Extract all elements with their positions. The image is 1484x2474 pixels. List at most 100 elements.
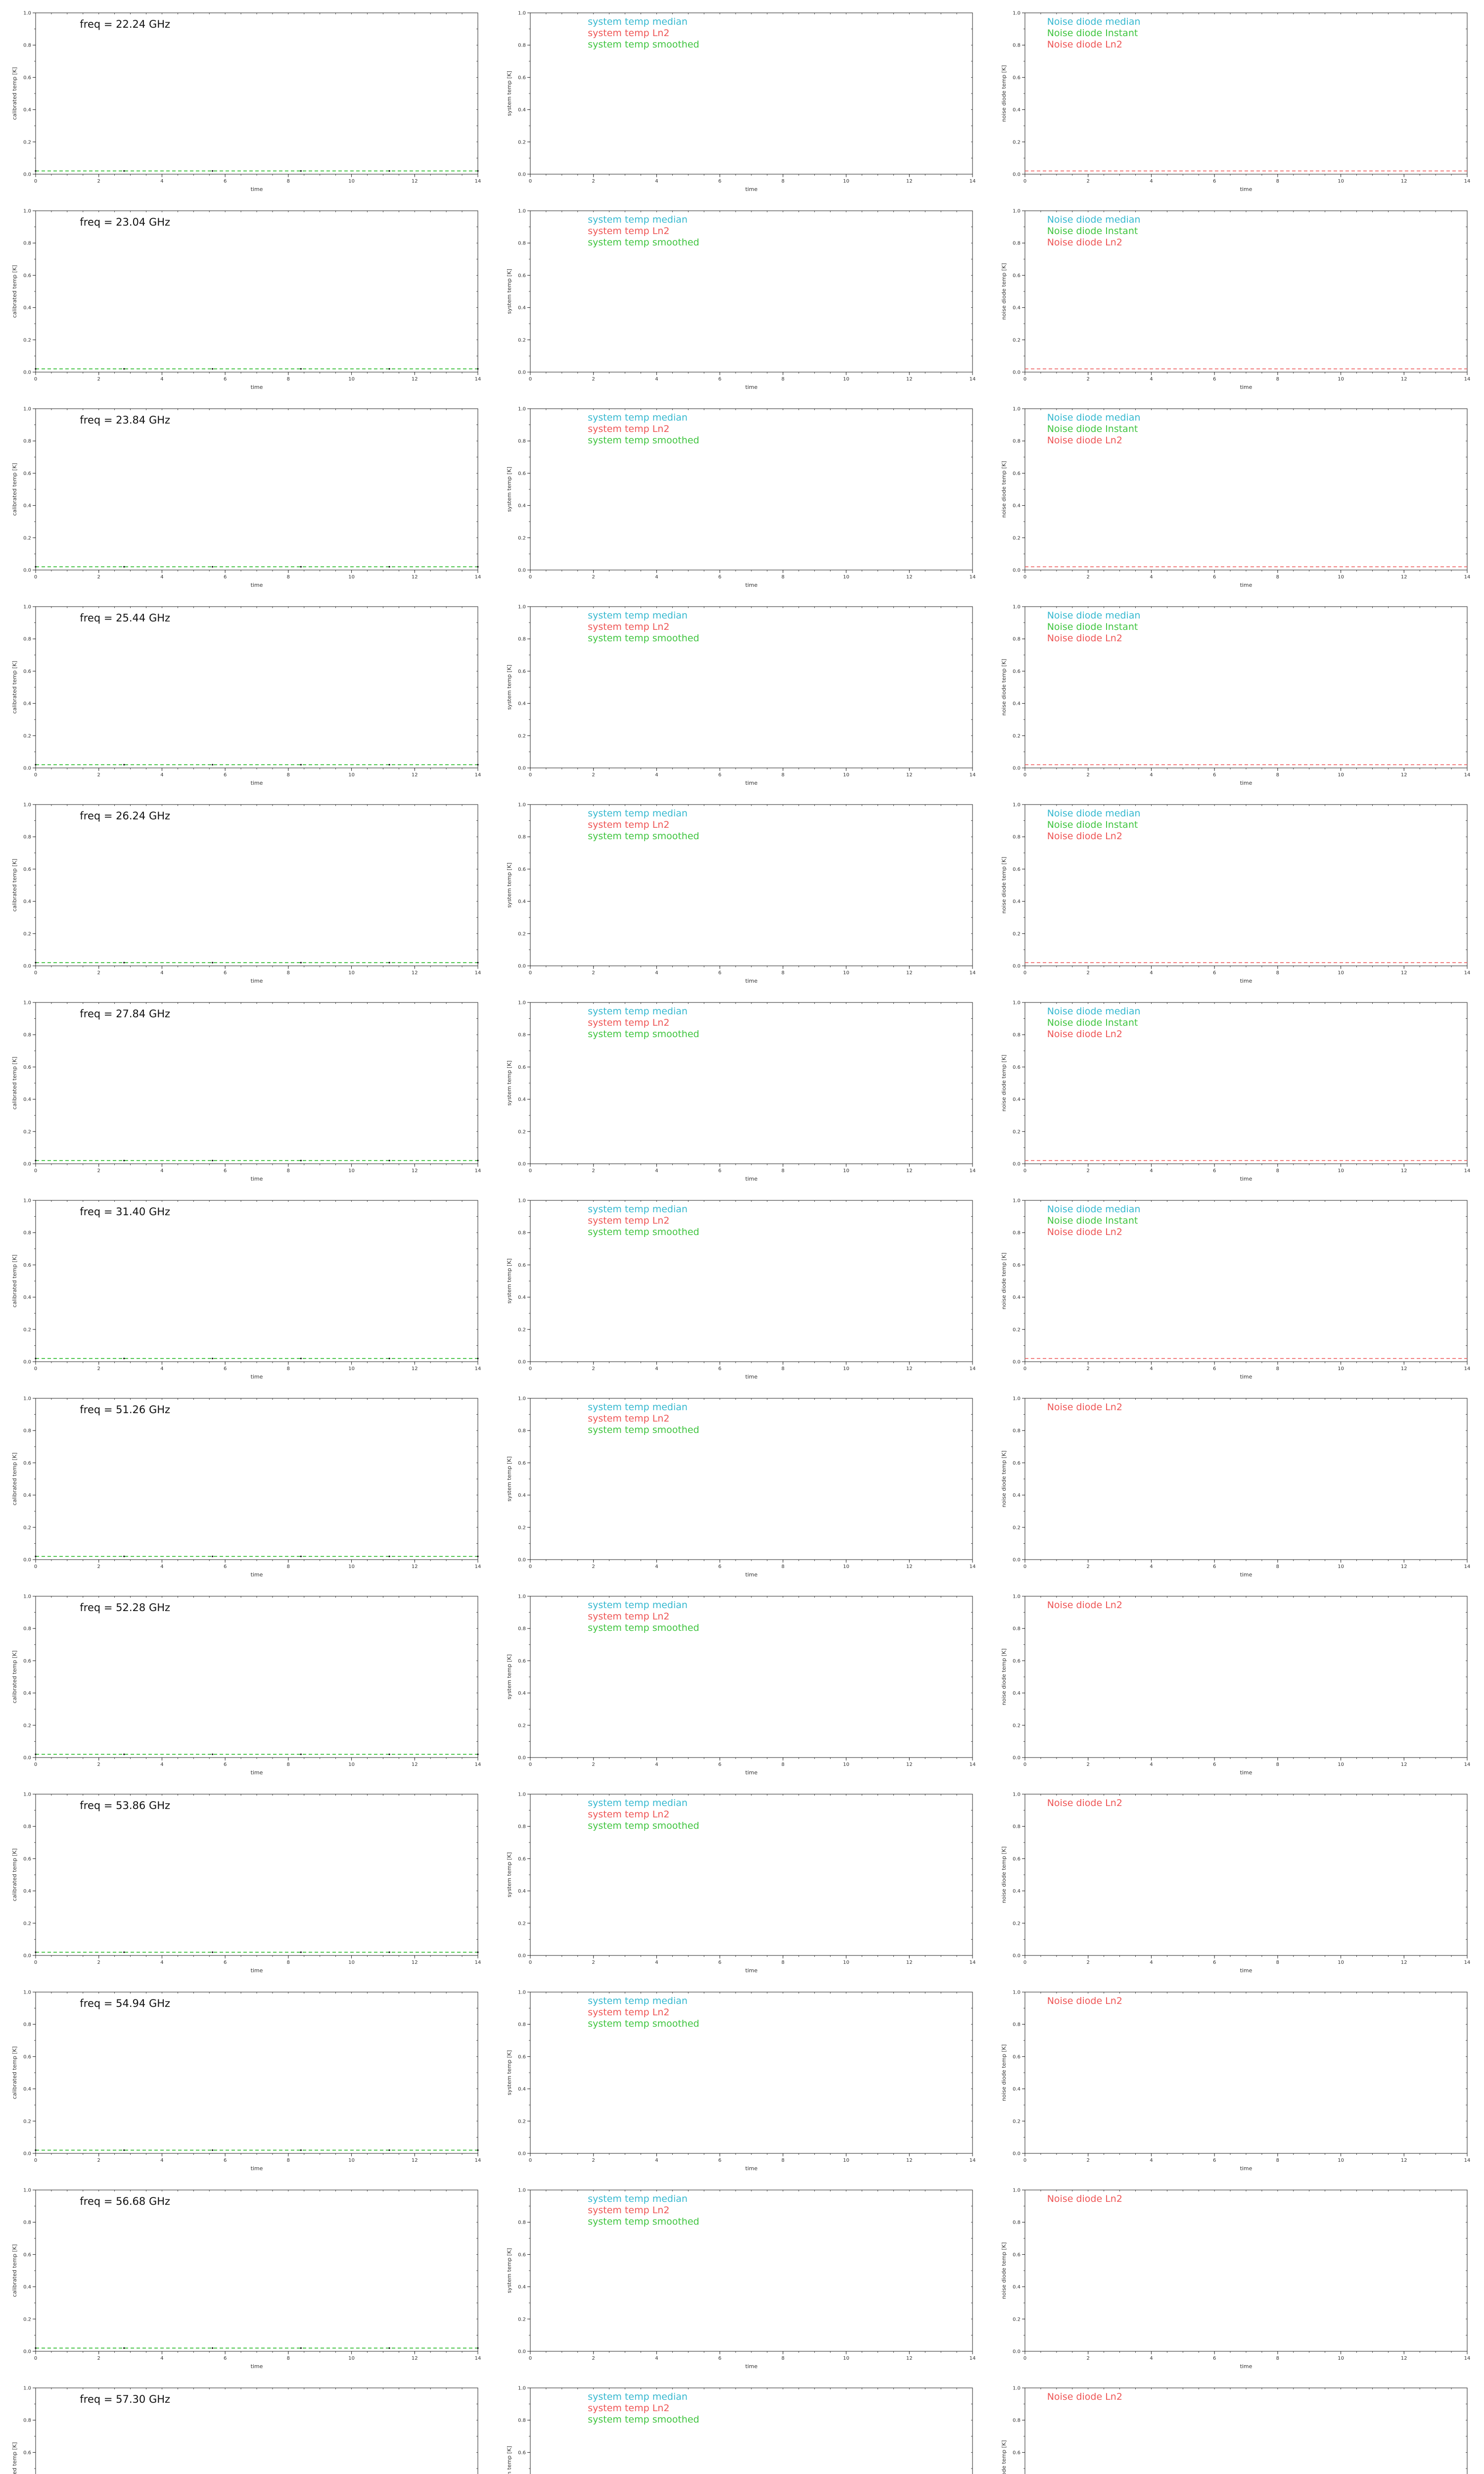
svg-text:0.6: 0.6 bbox=[23, 2252, 31, 2258]
noise-diode-panel-row8-canvas: 0 2 4 6 8 10 12 14 0.0 0.2 0.4 0.6 0.8 1.0 time noise d… bbox=[1001, 1396, 1470, 1578]
svg-text:0.2: 0.2 bbox=[1013, 535, 1020, 541]
svg-text:system temp Ln2: system temp Ln2 bbox=[588, 2403, 669, 2414]
svg-text:1.0: 1.0 bbox=[1013, 1792, 1020, 1798]
svg-text:freq = 57.30 GHz: freq = 57.30 GHz bbox=[80, 2393, 170, 2405]
svg-text:0.0: 0.0 bbox=[23, 766, 31, 771]
svg-text:time: time bbox=[251, 384, 263, 390]
svg-text:6: 6 bbox=[1213, 574, 1216, 580]
svg-text:calibrated temp [K]: calibrated temp [K] bbox=[11, 1453, 18, 1506]
svg-text:0: 0 bbox=[529, 772, 532, 778]
svg-text:0.2: 0.2 bbox=[1013, 337, 1020, 343]
svg-text:calibrated temp [K]: calibrated temp [K] bbox=[11, 2046, 18, 2099]
svg-text:0.8: 0.8 bbox=[23, 2220, 31, 2226]
svg-text:4: 4 bbox=[1150, 1762, 1153, 1767]
svg-text:freq = 54.94 GHz: freq = 54.94 GHz bbox=[80, 1998, 170, 2009]
svg-text:0.0: 0.0 bbox=[23, 568, 31, 573]
svg-text:0.2: 0.2 bbox=[1013, 733, 1020, 739]
noise-diode-panel-row9-canvas: 0 2 4 6 8 10 12 14 0.0 0.2 0.4 0.6 0.8 1.0 time noise d… bbox=[1001, 1594, 1470, 1776]
svg-text:time: time bbox=[251, 1769, 263, 1776]
svg-text:14: 14 bbox=[1464, 2158, 1471, 2163]
svg-text:6: 6 bbox=[224, 179, 227, 184]
svg-text:0.4: 0.4 bbox=[518, 1889, 526, 1894]
svg-text:0.6: 0.6 bbox=[1013, 2252, 1020, 2258]
svg-text:2: 2 bbox=[1087, 2356, 1090, 2361]
svg-text:12: 12 bbox=[1401, 2158, 1407, 2163]
svg-text:0.4: 0.4 bbox=[1013, 305, 1020, 311]
svg-text:12: 12 bbox=[906, 2356, 913, 2361]
svg-text:1.0: 1.0 bbox=[518, 1000, 526, 1006]
plot-row-8: 0 2 4 6 8 10 12 14 0.0 0.2 0.4 0.6 0.8 1.0 time calibra… bbox=[0, 1385, 1484, 1583]
svg-text:6: 6 bbox=[718, 1168, 721, 1174]
svg-text:10: 10 bbox=[1338, 377, 1344, 382]
svg-text:10: 10 bbox=[1338, 970, 1344, 976]
svg-text:freq = 53.86 GHz: freq = 53.86 GHz bbox=[80, 1800, 170, 1811]
svg-text:14: 14 bbox=[475, 574, 481, 580]
svg-text:10: 10 bbox=[348, 377, 355, 382]
svg-text:4: 4 bbox=[655, 574, 658, 580]
svg-text:12: 12 bbox=[1401, 574, 1407, 580]
plot-row-13: 024681012140.00.20.40.60.81.0timecalibra… bbox=[0, 2375, 1484, 2474]
svg-text:0.0: 0.0 bbox=[518, 370, 526, 376]
calibrated-temp-panel-row1-canvas: 0 2 4 6 8 10 12 14 0.0 0.2 0.4 0.6 0.8 1.0 time calibra… bbox=[11, 11, 481, 193]
svg-text:8: 8 bbox=[1276, 1762, 1279, 1767]
svg-text:1.0: 1.0 bbox=[518, 605, 526, 610]
svg-text:14: 14 bbox=[475, 179, 481, 184]
svg-text:8: 8 bbox=[782, 1564, 785, 1570]
svg-text:0: 0 bbox=[34, 1168, 37, 1174]
svg-text:0: 0 bbox=[1023, 2356, 1026, 2361]
svg-text:0.0: 0.0 bbox=[23, 1756, 31, 1761]
svg-text:2: 2 bbox=[592, 772, 595, 778]
svg-text:0.8: 0.8 bbox=[23, 241, 31, 246]
svg-text:4: 4 bbox=[1150, 1564, 1153, 1570]
noise-diode-panel-row5-canvas: 0 2 4 6 8 10 12 14 0.0 0.2 0.4 0.6 0.8 1.0 time noise d… bbox=[1001, 803, 1470, 985]
svg-text:time: time bbox=[1240, 384, 1252, 390]
svg-text:0.0: 0.0 bbox=[23, 2151, 31, 2157]
svg-text:calibrated temp [K]: calibrated temp [K] bbox=[11, 265, 18, 318]
svg-text:8: 8 bbox=[287, 1564, 290, 1570]
svg-text:0: 0 bbox=[34, 2356, 37, 2361]
noise-diode-panel-row4-canvas: 0 2 4 6 8 10 12 14 0.0 0.2 0.4 0.6 0.8 1.0 time noise d… bbox=[1001, 605, 1470, 787]
svg-text:6: 6 bbox=[1213, 2356, 1216, 2361]
svg-text:14: 14 bbox=[475, 1564, 481, 1570]
svg-text:0.8: 0.8 bbox=[1013, 241, 1020, 246]
plot-row-7: 0 2 4 6 8 10 12 14 0.0 0.2 0.4 0.6 0.8 1.0 time calibra… bbox=[0, 1188, 1484, 1385]
system-temp-panel-row11: 0 2 4 6 8 10 12 14 0.0 0.2 0.4 0.6 0.8 1.0 time system … bbox=[495, 1979, 989, 2177]
system-temp-panel-row10: 0 2 4 6 8 10 12 14 0.0 0.2 0.4 0.6 0.8 1.0 time system … bbox=[495, 1781, 989, 1979]
svg-text:0: 0 bbox=[34, 1564, 37, 1570]
svg-text:14: 14 bbox=[970, 1762, 976, 1767]
svg-text:10: 10 bbox=[1338, 179, 1344, 184]
svg-text:system temp Ln2: system temp Ln2 bbox=[588, 1017, 669, 1028]
svg-text:2: 2 bbox=[592, 377, 595, 382]
svg-text:0.2: 0.2 bbox=[23, 2317, 31, 2322]
svg-text:6: 6 bbox=[718, 2158, 721, 2163]
calibrated-temp-panel-row4: 0 2 4 6 8 10 12 14 0.0 0.2 0.4 0.6 0.8 1.0 time calibra… bbox=[0, 594, 495, 792]
svg-text:0.2: 0.2 bbox=[1013, 1327, 1020, 1332]
calibrated-temp-panel-row11: 0 2 4 6 8 10 12 14 0.0 0.2 0.4 0.6 0.8 1.0 time calibra… bbox=[0, 1979, 495, 2177]
calibrated-temp-panel-row2-canvas: 0 2 4 6 8 10 12 14 0.0 0.2 0.4 0.6 0.8 1.0 time calibra… bbox=[11, 209, 481, 391]
svg-text:Noise diode Ln2: Noise diode Ln2 bbox=[1047, 2391, 1122, 2402]
svg-text:4: 4 bbox=[1150, 772, 1153, 778]
svg-text:Noise diode Instant: Noise diode Instant bbox=[1047, 1215, 1138, 1226]
svg-text:0: 0 bbox=[1023, 2158, 1026, 2163]
system-temp-panel-row7-canvas: 0 2 4 6 8 10 12 14 0.0 0.2 0.4 0.6 0.8 1.0 time system … bbox=[506, 1198, 975, 1380]
svg-text:Noise diode median: Noise diode median bbox=[1047, 412, 1141, 423]
svg-text:0.4: 0.4 bbox=[23, 2284, 31, 2290]
svg-text:12: 12 bbox=[1401, 2356, 1407, 2361]
svg-text:4: 4 bbox=[655, 1564, 658, 1570]
svg-text:noise diode temp [K]: noise diode temp [K] bbox=[1001, 1847, 1007, 1903]
svg-text:0.8: 0.8 bbox=[1013, 1033, 1020, 1038]
svg-text:system temp Ln2: system temp Ln2 bbox=[588, 819, 669, 830]
svg-text:12: 12 bbox=[412, 1762, 418, 1767]
svg-text:system temp [K]: system temp [K] bbox=[506, 71, 512, 116]
svg-text:10: 10 bbox=[1338, 1366, 1344, 1372]
svg-text:6: 6 bbox=[224, 1762, 227, 1767]
svg-text:1.0: 1.0 bbox=[518, 2188, 526, 2193]
svg-text:Noise diode Instant: Noise diode Instant bbox=[1047, 621, 1138, 632]
svg-text:system temp [K]: system temp [K] bbox=[506, 2050, 512, 2095]
svg-text:0.0: 0.0 bbox=[518, 568, 526, 573]
system-temp-panel-row5: 0 2 4 6 8 10 12 14 0.0 0.2 0.4 0.6 0.8 1.0 time system … bbox=[495, 792, 989, 990]
svg-text:0.6: 0.6 bbox=[518, 1263, 526, 1268]
svg-text:1.0: 1.0 bbox=[1013, 803, 1020, 808]
svg-text:6: 6 bbox=[1213, 1564, 1216, 1570]
svg-text:0.2: 0.2 bbox=[23, 337, 31, 343]
